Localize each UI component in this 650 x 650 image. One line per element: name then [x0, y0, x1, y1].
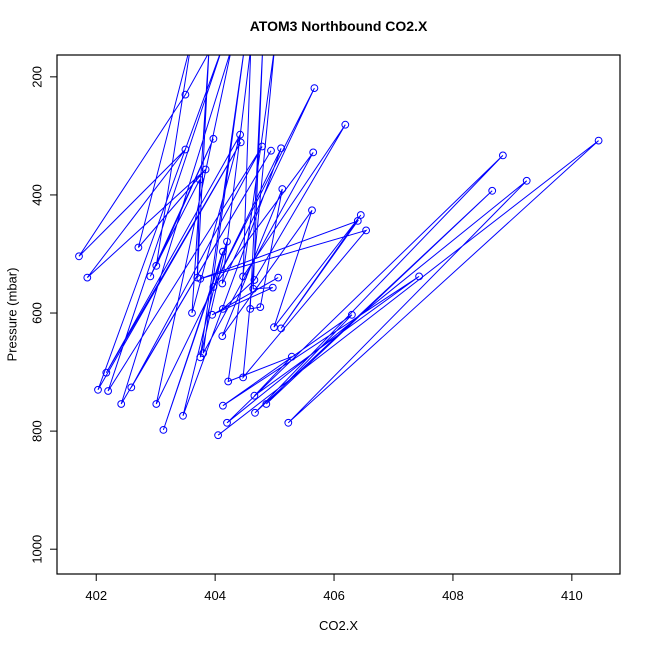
svg-text:402: 402	[85, 588, 107, 603]
data-point	[223, 418, 231, 427]
data-point	[201, 165, 210, 174]
data-point	[239, 272, 248, 281]
data-point	[199, 349, 208, 358]
data-point	[256, 303, 265, 312]
svg-text:600: 600	[29, 302, 44, 324]
data-point	[195, 175, 204, 184]
data-point	[224, 377, 233, 386]
svg-text:410: 410	[561, 588, 583, 603]
data-point	[146, 272, 155, 281]
data-point	[250, 391, 259, 400]
svg-text:1000: 1000	[29, 535, 44, 564]
x-axis-ticks: 402 404 406 408 410	[85, 574, 583, 603]
data-point	[250, 276, 259, 284]
data-point	[127, 383, 136, 392]
data-point	[356, 211, 365, 219]
data-polyline	[78, 55, 599, 436]
data-point	[209, 134, 218, 143]
data-point	[287, 352, 296, 361]
plot-box	[56, 54, 621, 575]
data-point	[268, 283, 277, 292]
data-point	[196, 274, 205, 283]
data-point	[310, 84, 319, 92]
data-point	[239, 373, 248, 382]
data-point	[117, 400, 126, 408]
data-point	[348, 310, 356, 319]
data-point	[415, 272, 424, 281]
svg-text:400: 400	[29, 184, 44, 206]
data-point	[258, 142, 267, 151]
data-point	[181, 90, 190, 99]
data-point	[179, 411, 187, 420]
data-point	[249, 284, 258, 293]
data-point	[94, 385, 102, 394]
data-point	[223, 237, 231, 246]
x-axis-label: CO2.X	[318, 618, 358, 633]
data-point	[284, 418, 293, 427]
data-point	[104, 387, 112, 395]
data-point	[236, 130, 245, 139]
data-point	[594, 136, 603, 145]
data-point	[188, 309, 196, 317]
svg-text:406: 406	[323, 588, 345, 603]
data-point	[309, 148, 318, 157]
data-point	[134, 243, 143, 252]
data-point	[208, 310, 217, 319]
data-point	[218, 332, 227, 341]
data-point	[214, 431, 223, 440]
svg-text:408: 408	[442, 588, 464, 603]
data-point	[262, 400, 271, 408]
data-point	[522, 176, 531, 185]
svg-text:404: 404	[204, 588, 226, 603]
data-point	[218, 279, 227, 288]
data-point	[246, 305, 255, 313]
data-point	[159, 426, 168, 434]
data-point	[341, 120, 350, 129]
data-point	[152, 261, 161, 270]
data-series	[75, 55, 603, 440]
data-point	[152, 400, 161, 408]
data-point	[278, 185, 287, 193]
data-point	[102, 368, 111, 377]
svg-text:200: 200	[29, 66, 44, 88]
data-point	[219, 305, 227, 313]
svg-text:800: 800	[29, 420, 44, 442]
data-point	[75, 252, 83, 261]
chart-title: ATOM3 Northbound CO2.X	[249, 18, 428, 34]
data-point	[277, 324, 286, 333]
data-point	[219, 247, 227, 256]
y-axis-ticks: 200 400 600 800 1000	[29, 66, 57, 564]
data-point	[209, 283, 218, 291]
data-point	[362, 226, 371, 235]
y-axis-label: Pressure (mbar)	[4, 267, 20, 362]
data-point	[181, 145, 190, 154]
data-point	[353, 217, 362, 225]
data-point	[236, 138, 245, 147]
data-point	[251, 408, 259, 417]
data-point	[277, 144, 286, 153]
data-point	[308, 206, 316, 215]
data-point	[488, 186, 497, 195]
data-point	[499, 151, 507, 160]
data-point	[83, 273, 92, 282]
data-point	[219, 401, 227, 410]
data-point	[267, 146, 275, 155]
data-point	[274, 273, 283, 282]
